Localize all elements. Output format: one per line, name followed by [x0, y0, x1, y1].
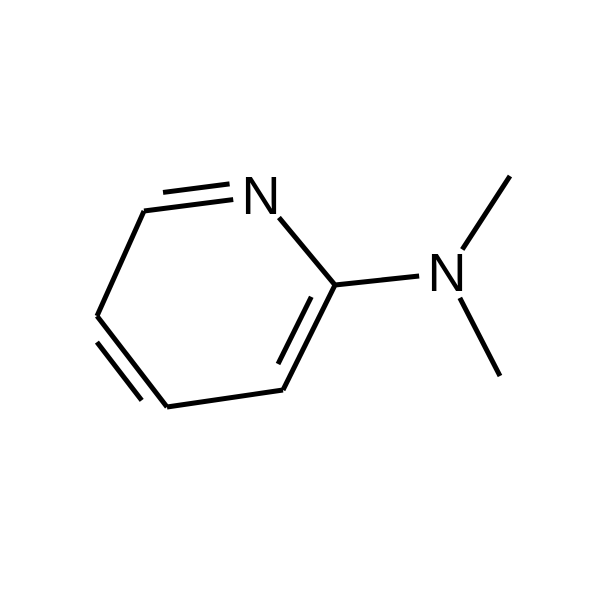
bond-line	[97, 342, 142, 400]
bond-line	[278, 297, 311, 364]
atom-label: N	[428, 243, 467, 303]
bond-line	[335, 276, 419, 285]
bond-line	[144, 200, 233, 211]
bond-line	[462, 176, 510, 250]
atom-label: N	[242, 166, 281, 226]
bond-line	[279, 218, 335, 285]
bond-line	[97, 316, 167, 407]
bond-line	[167, 390, 283, 407]
bond-line	[97, 211, 144, 316]
molecule-diagram: NN	[0, 0, 600, 600]
bond-line	[163, 184, 230, 193]
bond-line	[460, 298, 500, 376]
